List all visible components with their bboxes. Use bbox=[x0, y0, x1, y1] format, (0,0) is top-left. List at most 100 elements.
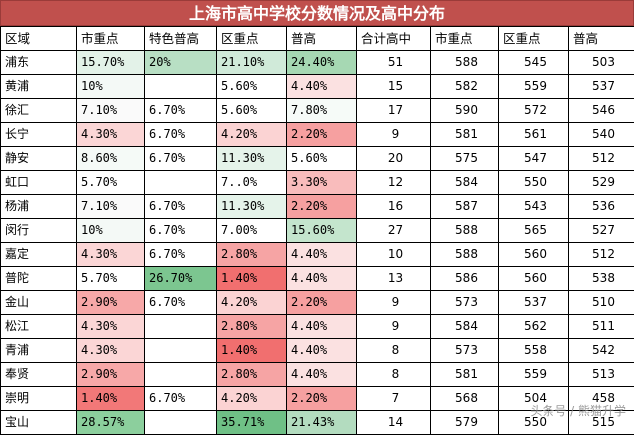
data-cell: 572 bbox=[499, 99, 569, 123]
data-cell: 5.60% bbox=[217, 75, 287, 99]
data-cell: 6.70% bbox=[145, 147, 217, 171]
column-header: 普高 bbox=[287, 27, 357, 51]
data-cell: 7.00% bbox=[217, 219, 287, 243]
data-cell: 4.40% bbox=[287, 267, 357, 291]
data-cell: 20% bbox=[145, 51, 217, 75]
data-cell: 584 bbox=[431, 315, 499, 339]
column-header: 区域 bbox=[1, 27, 77, 51]
data-cell: 540 bbox=[569, 123, 634, 147]
data-cell: 4.40% bbox=[287, 243, 357, 267]
data-cell: 2.20% bbox=[287, 123, 357, 147]
data-cell: 21.10% bbox=[217, 51, 287, 75]
data-cell: 2.80% bbox=[217, 363, 287, 387]
data-cell: 7.80% bbox=[287, 99, 357, 123]
data-cell bbox=[145, 315, 217, 339]
data-cell: 6.70% bbox=[145, 291, 217, 315]
data-cell: 560 bbox=[499, 243, 569, 267]
district-cell: 杨浦 bbox=[1, 195, 77, 219]
data-cell: 513 bbox=[569, 363, 634, 387]
data-cell: 2.80% bbox=[217, 243, 287, 267]
data-cell: 4.40% bbox=[287, 75, 357, 99]
data-cell: 13 bbox=[357, 267, 431, 291]
data-cell bbox=[145, 75, 217, 99]
data-cell: 4.40% bbox=[287, 339, 357, 363]
data-cell: 5.70% bbox=[77, 267, 145, 291]
data-cell: 2.90% bbox=[77, 291, 145, 315]
data-cell: 527 bbox=[569, 219, 634, 243]
district-cell: 青浦 bbox=[1, 339, 77, 363]
data-cell: 20 bbox=[357, 147, 431, 171]
data-cell: 4.30% bbox=[77, 123, 145, 147]
data-cell: 579 bbox=[431, 411, 499, 435]
district-cell: 奉贤 bbox=[1, 363, 77, 387]
data-cell: 8 bbox=[357, 363, 431, 387]
data-cell: 5.70% bbox=[77, 171, 145, 195]
column-header: 合计高中 bbox=[357, 27, 431, 51]
data-cell: 1.40% bbox=[217, 267, 287, 291]
data-cell: 573 bbox=[431, 291, 499, 315]
data-cell: 16 bbox=[357, 195, 431, 219]
district-cell: 虹口 bbox=[1, 171, 77, 195]
data-cell: 6.70% bbox=[145, 243, 217, 267]
column-header: 普高 bbox=[569, 27, 634, 51]
data-cell: 4.20% bbox=[217, 291, 287, 315]
data-cell: 543 bbox=[499, 195, 569, 219]
data-cell: 588 bbox=[431, 219, 499, 243]
data-cell: 24.40% bbox=[287, 51, 357, 75]
data-cell: 550 bbox=[499, 171, 569, 195]
data-cell: 6.70% bbox=[145, 219, 217, 243]
data-cell: 581 bbox=[431, 123, 499, 147]
data-cell: 4.30% bbox=[77, 339, 145, 363]
data-cell: 581 bbox=[431, 363, 499, 387]
data-cell: 10% bbox=[77, 75, 145, 99]
data-cell: 547 bbox=[499, 147, 569, 171]
data-cell: 584 bbox=[431, 171, 499, 195]
data-cell: 15 bbox=[357, 75, 431, 99]
data-cell: 562 bbox=[499, 315, 569, 339]
data-cell: 512 bbox=[569, 243, 634, 267]
data-cell: 4.40% bbox=[287, 315, 357, 339]
data-cell: 542 bbox=[569, 339, 634, 363]
data-cell: 9 bbox=[357, 291, 431, 315]
data-cell: 537 bbox=[499, 291, 569, 315]
data-cell bbox=[145, 363, 217, 387]
data-cell: 561 bbox=[499, 123, 569, 147]
column-header: 市重点 bbox=[77, 27, 145, 51]
data-cell: 2.80% bbox=[217, 315, 287, 339]
data-cell: 529 bbox=[569, 171, 634, 195]
data-cell: 11.30% bbox=[217, 147, 287, 171]
data-cell: 511 bbox=[569, 315, 634, 339]
data-cell: 27 bbox=[357, 219, 431, 243]
data-cell: 26.70% bbox=[145, 267, 217, 291]
data-cell: 15.60% bbox=[287, 219, 357, 243]
data-cell: 7 bbox=[357, 387, 431, 411]
data-cell: 15.70% bbox=[77, 51, 145, 75]
data-cell bbox=[145, 171, 217, 195]
data-cell: 545 bbox=[499, 51, 569, 75]
district-cell: 崇明 bbox=[1, 387, 77, 411]
data-cell: 558 bbox=[499, 339, 569, 363]
data-cell: 1.40% bbox=[217, 339, 287, 363]
header-row: 区域市重点特色普高区重点普高合计高中市重点区重点普高 bbox=[1, 27, 634, 51]
data-cell: 28.57% bbox=[77, 411, 145, 435]
district-cell: 普陀 bbox=[1, 267, 77, 291]
data-cell: 21.43% bbox=[287, 411, 357, 435]
data-cell: 2.20% bbox=[287, 387, 357, 411]
data-cell: 587 bbox=[431, 195, 499, 219]
data-cell: 559 bbox=[499, 75, 569, 99]
data-cell: 4.20% bbox=[217, 123, 287, 147]
data-cell: 6.70% bbox=[145, 387, 217, 411]
district-cell: 长宁 bbox=[1, 123, 77, 147]
data-cell: 512 bbox=[569, 147, 634, 171]
data-cell: 12 bbox=[357, 171, 431, 195]
watermark: 头条号 / 熊猫升学 bbox=[530, 402, 626, 419]
data-cell: 5.60% bbox=[287, 147, 357, 171]
data-cell bbox=[145, 411, 217, 435]
